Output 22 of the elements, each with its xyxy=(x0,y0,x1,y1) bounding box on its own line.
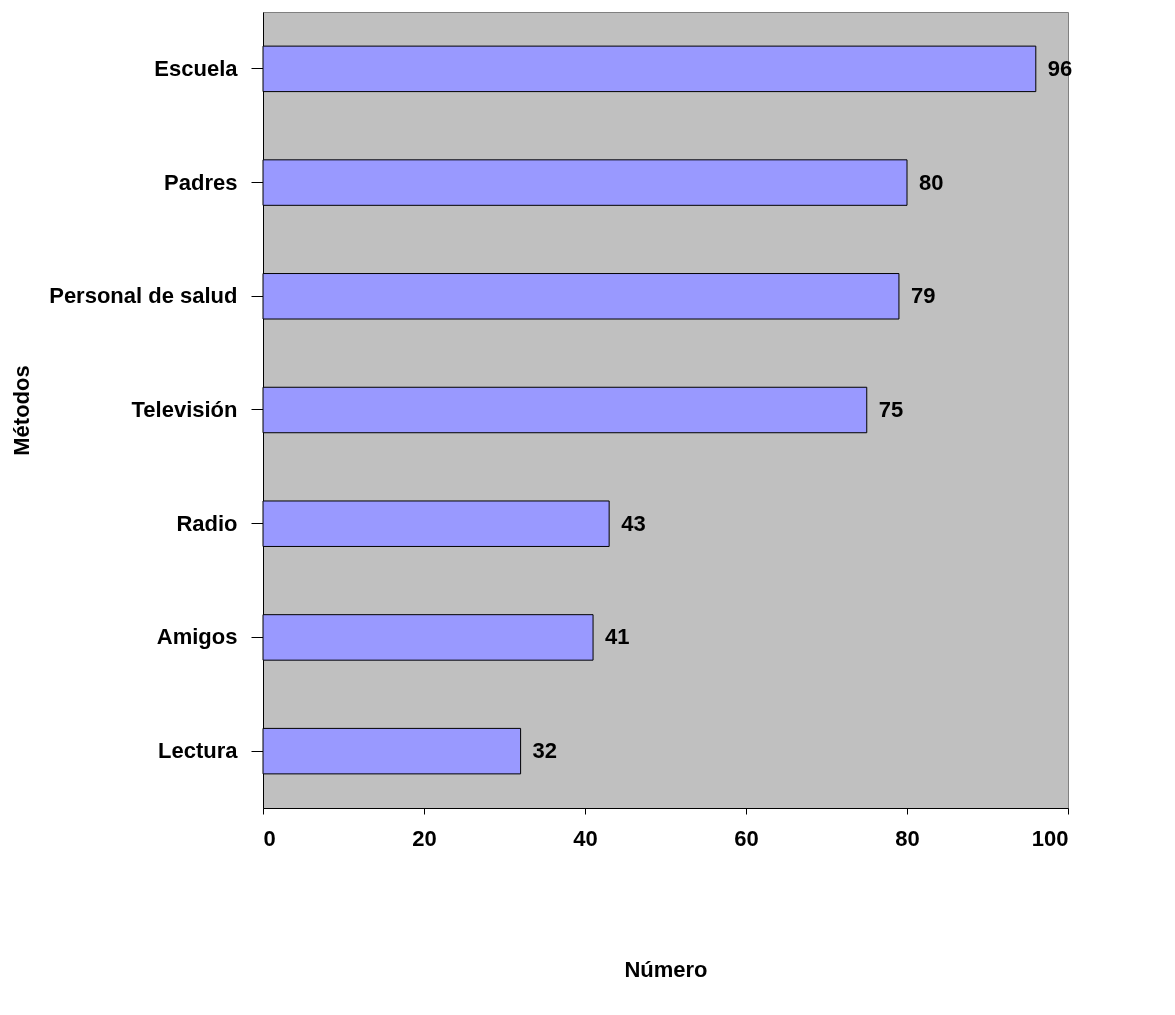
data-label: 43 xyxy=(621,510,646,536)
data-label: 96 xyxy=(1047,55,1073,81)
y-tick-label: Radio xyxy=(176,510,238,536)
x-tick-label: 100 xyxy=(1031,825,1069,851)
y-tick-label: Padres xyxy=(164,169,238,195)
y-tick-label: Lectura xyxy=(158,738,239,764)
y-tick-label: Televisión xyxy=(131,397,238,422)
y-tick-label: Amigos xyxy=(156,624,238,650)
y-axis-title: Métodos xyxy=(8,365,34,456)
data-label: 41 xyxy=(605,624,630,650)
data-label: 75 xyxy=(878,397,904,422)
y-tick-label: Escuela xyxy=(154,55,239,81)
x-tick-label: 80 xyxy=(895,825,920,851)
x-tick-label: 40 xyxy=(573,825,598,851)
data-label: 79 xyxy=(910,283,936,309)
data-label: 32 xyxy=(532,738,558,764)
x-tick-label: 0 xyxy=(263,825,276,851)
x-axis-title: Número xyxy=(624,956,708,982)
x-tick-label: 60 xyxy=(734,825,759,851)
data-label: 80 xyxy=(919,169,944,195)
x-tick-label: 20 xyxy=(412,825,437,851)
y-tick-label: Personal de salud xyxy=(49,283,238,309)
